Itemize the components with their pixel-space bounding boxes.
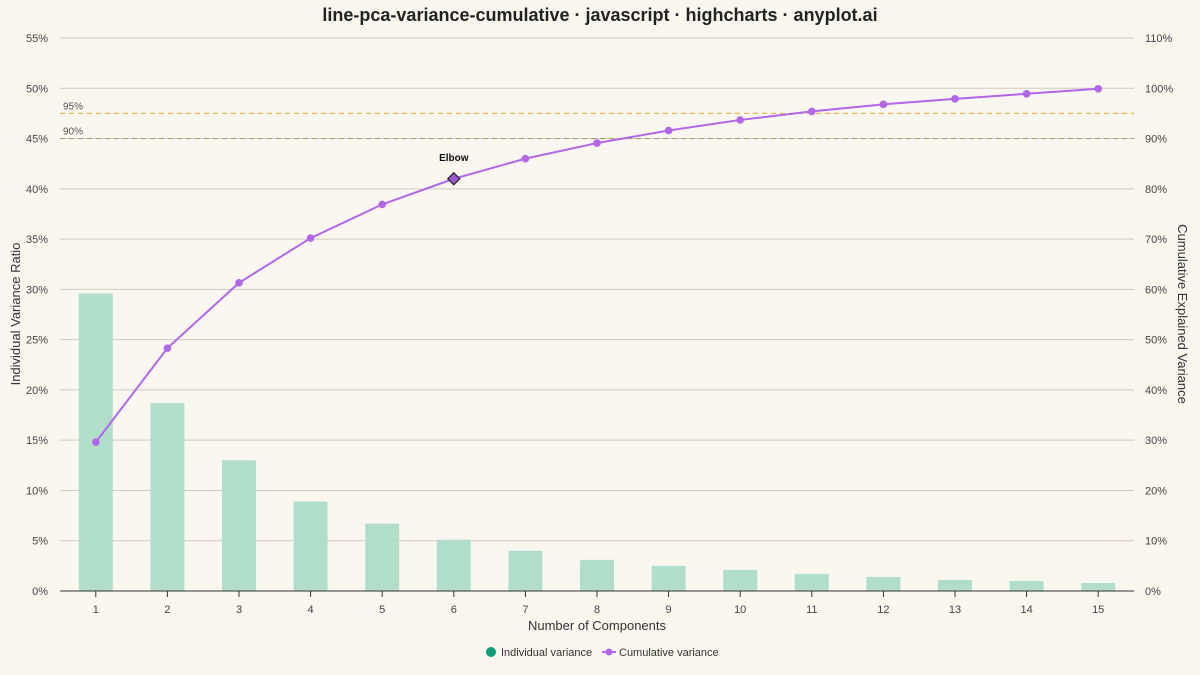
- legend-circle-icon: [486, 647, 496, 657]
- cumulative-point: [808, 107, 816, 116]
- y-left-tick-label: 45%: [26, 134, 48, 146]
- cumulative-point: [664, 126, 673, 135]
- x-tick-label: 10: [734, 604, 746, 616]
- reference-line-label: 95%: [63, 101, 83, 112]
- variance-bar: [436, 539, 471, 591]
- x-tick-label: 4: [308, 604, 314, 616]
- variance-bar: [938, 579, 972, 591]
- variance-bar: [866, 576, 901, 591]
- y-left-tick-label: 35%: [26, 234, 48, 246]
- bars-layer: [78, 293, 1116, 591]
- y-right-tick-label: 20%: [1145, 485, 1167, 497]
- cumulative-point: [879, 100, 888, 109]
- y-left-tick-label: 5%: [32, 536, 48, 548]
- legend-label: Individual variance: [501, 647, 592, 659]
- y-left-tick-label: 30%: [26, 284, 48, 296]
- variance-bar: [794, 573, 829, 591]
- y-right-tick-label: 100%: [1145, 83, 1173, 95]
- y-right-tick-label: 30%: [1145, 435, 1167, 447]
- variance-bar: [651, 565, 686, 591]
- y-axis-left-title: Individual Variance Ratio: [8, 243, 23, 386]
- legend: Individual variance Cumulative variance: [486, 647, 719, 659]
- x-tick-label: 6: [451, 604, 457, 616]
- y-right-tick-label: 110%: [1145, 33, 1173, 45]
- variance-bar: [723, 569, 758, 591]
- cumulative-point: [92, 438, 100, 446]
- cumulative-point: [306, 234, 315, 242]
- legend-dot-icon: [605, 648, 613, 656]
- x-tick-label: 1: [93, 604, 99, 616]
- y-right-tick-label: 0%: [1145, 586, 1161, 598]
- y-right-tick-label: 50%: [1145, 335, 1167, 347]
- y-left-tick-label: 25%: [26, 335, 48, 347]
- x-tick-label: 7: [522, 604, 528, 616]
- x-tick-label: 3: [236, 604, 242, 616]
- x-tick-label: 5: [379, 604, 385, 616]
- x-tick-label: 13: [949, 604, 961, 616]
- elbow-marker: [446, 171, 461, 186]
- y-left-tick-label: 20%: [26, 385, 48, 397]
- y-left-tick-label: 10%: [26, 485, 48, 497]
- reference-line-label: 90%: [63, 127, 83, 138]
- legend-label: Cumulative variance: [619, 647, 719, 659]
- legend-item-individual: Individual variance: [486, 647, 592, 659]
- y-left-tick-label: 15%: [26, 435, 48, 447]
- x-tick-label: 9: [666, 604, 672, 616]
- cumulative-line-layer: Elbow: [92, 84, 1102, 446]
- variance-bar: [222, 460, 256, 591]
- cumulative-point: [736, 116, 744, 124]
- y-right-tick-label: 40%: [1145, 385, 1167, 397]
- variance-bar: [1081, 582, 1116, 591]
- y-right-tick-label: 60%: [1145, 284, 1167, 296]
- chart-title: line-pca-variance-cumulative · javascrip…: [322, 5, 877, 25]
- y-right-tick-label: 70%: [1145, 234, 1167, 246]
- cumulative-point: [593, 139, 601, 147]
- y-left-tick-label: 50%: [26, 83, 48, 95]
- reference-lines: 95% 90%: [60, 101, 1134, 140]
- y-left-tick-label: 40%: [26, 184, 48, 196]
- x-tick-label: 2: [164, 604, 170, 616]
- cumulative-point: [235, 279, 243, 287]
- axis-layer: 0% 0% 5% 10% 10% 20% 15% 30% 20% 40% 25% 50% 30% 60% 3…: [26, 33, 1173, 616]
- cumulative-point: [521, 154, 530, 163]
- variance-bar: [580, 559, 614, 591]
- elbow-label: Elbow: [439, 153, 469, 164]
- variance-bar: [293, 501, 328, 591]
- y-axis-right-title: Cumulative Explained Variance: [1175, 224, 1190, 404]
- cumulative-point: [1022, 90, 1031, 98]
- cumulative-point: [951, 95, 959, 103]
- legend-item-cumulative: Cumulative variance: [602, 647, 719, 659]
- cumulative-point: [163, 344, 172, 352]
- y-right-tick-label: 10%: [1145, 536, 1167, 548]
- x-tick-label: 12: [877, 604, 889, 616]
- x-tick-label: 14: [1020, 604, 1032, 616]
- x-tick-label: 8: [594, 604, 600, 616]
- cumulative-point: [1094, 84, 1102, 93]
- variance-bar: [1009, 580, 1044, 591]
- grid-layer: [60, 37, 1134, 592]
- variance-bar: [365, 523, 400, 591]
- x-tick-label: 15: [1092, 604, 1104, 616]
- y-right-tick-label: 80%: [1145, 184, 1167, 196]
- variance-bar: [508, 550, 543, 591]
- y-left-tick-label: 55%: [26, 33, 48, 45]
- variance-bar: [150, 402, 185, 591]
- y-left-tick-label: 0%: [32, 586, 48, 598]
- y-right-tick-label: 90%: [1145, 134, 1167, 146]
- cumulative-point: [378, 200, 387, 209]
- x-axis-title: Number of Components: [528, 618, 667, 633]
- x-tick-label: 11: [806, 604, 817, 616]
